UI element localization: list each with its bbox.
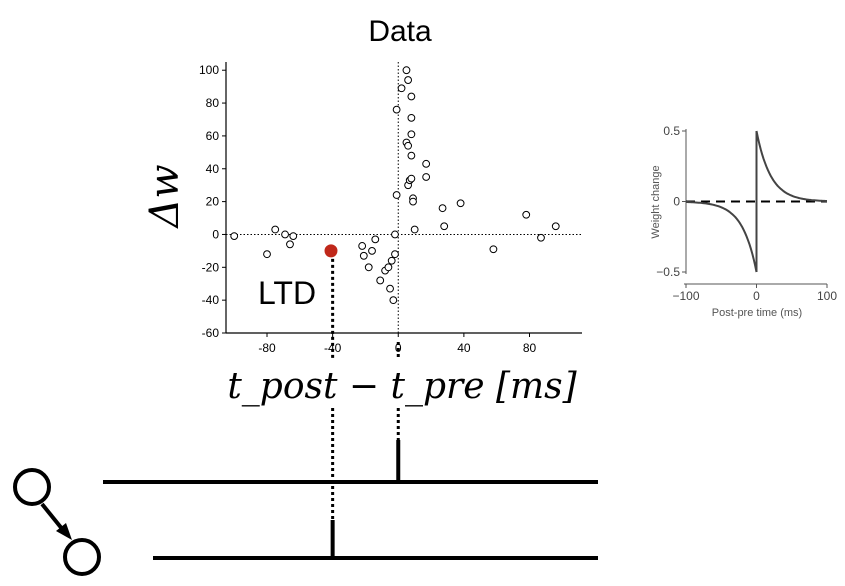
data-point bbox=[407, 92, 416, 101]
y-tick-label: -20 bbox=[202, 260, 220, 274]
inset-curve-ltp bbox=[755, 130, 827, 202]
data-point bbox=[391, 250, 399, 259]
inset-axes: −0.5 0 0.5 −100 0 100 bbox=[656, 124, 837, 303]
data-point bbox=[438, 204, 447, 213]
inset-x-tick-label: 0 bbox=[753, 289, 760, 303]
y-axis-label: Δw bbox=[142, 164, 188, 229]
ltd-annotation: LTD bbox=[258, 275, 316, 311]
chart-title: Data bbox=[368, 15, 432, 48]
y-tick-label: 100 bbox=[199, 63, 219, 77]
data-point bbox=[376, 276, 385, 285]
data-point bbox=[387, 256, 396, 265]
y-tick-label: 20 bbox=[206, 195, 220, 209]
data-point bbox=[407, 130, 416, 139]
data-point bbox=[230, 232, 239, 240]
neuron-diagram bbox=[13, 468, 101, 576]
inset-stdp-chart: −0.5 0 0.5 −100 0 100 Post-pre time (ms) Weig… bbox=[650, 124, 837, 319]
data-point bbox=[358, 242, 367, 250]
data-point bbox=[368, 246, 376, 255]
data-point bbox=[397, 84, 406, 93]
data-point bbox=[404, 141, 413, 150]
data-point bbox=[551, 222, 560, 231]
y-tick-label: 0 bbox=[212, 227, 219, 241]
data-point bbox=[404, 76, 413, 84]
data-point bbox=[364, 263, 373, 272]
x-tick-label: 80 bbox=[523, 341, 537, 355]
y-tick-label: 60 bbox=[206, 129, 220, 143]
pre-neuron-circle bbox=[13, 468, 51, 506]
data-point bbox=[359, 251, 368, 260]
x-axis-label-text: t_post − t_pre [ms] bbox=[227, 366, 577, 407]
x-tick-label: -40 bbox=[324, 341, 342, 355]
spike-trains bbox=[103, 258, 598, 560]
data-point bbox=[407, 151, 416, 160]
data-point bbox=[489, 245, 498, 254]
data-point bbox=[440, 222, 449, 231]
y-tick-label: -60 bbox=[202, 326, 220, 340]
data-point bbox=[371, 235, 380, 244]
y-tick-label: 40 bbox=[206, 162, 220, 176]
data-point bbox=[391, 230, 399, 239]
data-point bbox=[289, 232, 298, 240]
synapse-arrow-head bbox=[56, 523, 72, 540]
data-point bbox=[422, 159, 431, 168]
highlighted-data-point bbox=[324, 244, 338, 258]
x-tick-label: -80 bbox=[258, 341, 276, 355]
main-axes bbox=[225, 62, 582, 334]
data-point bbox=[384, 263, 393, 272]
x-axis-label: t_post − t_pre [ms] bbox=[227, 366, 577, 407]
synapse-arrow-shaft bbox=[40, 502, 65, 532]
data-point bbox=[537, 233, 545, 242]
data-point bbox=[422, 173, 431, 181]
post-neuron-circle bbox=[63, 538, 101, 576]
data-point bbox=[456, 199, 465, 208]
data-point bbox=[286, 240, 294, 249]
data-point bbox=[281, 230, 289, 239]
data-point bbox=[409, 197, 417, 206]
data-point bbox=[386, 284, 394, 293]
y-tick-label: 80 bbox=[206, 96, 220, 110]
inset-x-tick-label: −100 bbox=[672, 289, 699, 303]
x-tick-label: 40 bbox=[457, 341, 471, 355]
data-point bbox=[407, 174, 416, 183]
inset-y-tick-label: −0.5 bbox=[656, 265, 680, 279]
inset-x-tick-label: 100 bbox=[817, 289, 837, 303]
data-point bbox=[522, 210, 531, 219]
inset-curve-ltd bbox=[686, 201, 758, 273]
data-point bbox=[407, 113, 416, 122]
data-point bbox=[402, 66, 411, 75]
data-point bbox=[392, 191, 401, 199]
main-points bbox=[230, 66, 560, 305]
inset-x-label: Post-pre time (ms) bbox=[712, 307, 802, 319]
inset-y-tick-label: 0 bbox=[673, 195, 680, 209]
inset-y-tick-label: 0.5 bbox=[663, 124, 680, 138]
data-point bbox=[410, 225, 419, 234]
inset-y-label: Weight change bbox=[650, 165, 662, 238]
data-point bbox=[392, 105, 401, 114]
y-axis-label-text: Δw bbox=[142, 164, 188, 229]
data-point bbox=[389, 296, 398, 305]
data-point bbox=[263, 250, 271, 259]
data-point bbox=[271, 225, 280, 234]
y-tick-label: -40 bbox=[202, 293, 220, 307]
